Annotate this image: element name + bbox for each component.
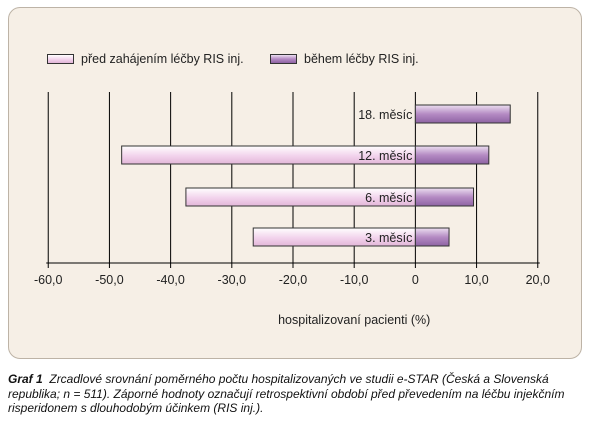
legend-item-before: před zahájením léčby RIS inj.: [47, 52, 244, 66]
x-tick-label-1: -50,0: [95, 273, 124, 287]
caption-text: Zrcadlové srovnání poměrného počtu hospi…: [8, 372, 565, 415]
x-tick-label-2: -40,0: [156, 273, 185, 287]
bar-during-0: [414, 104, 511, 124]
legend-swatch-during: [270, 54, 297, 64]
x-tick-label-4: -20,0: [279, 273, 308, 287]
legend-label-during: během léčby RIS inj.: [304, 52, 419, 66]
x-tick-label-0: -60,0: [34, 273, 63, 287]
legend-label-before: před zahájením léčby RIS inj.: [81, 52, 244, 66]
category-label-0: 18. měsíc: [358, 108, 412, 122]
x-tick-label-8: 20,0: [526, 273, 550, 287]
x-tick-label-6: 0: [412, 273, 419, 287]
x-axis-title: hospitalizovaní pacienti (%): [278, 313, 430, 327]
category-label-2: 6. měsíc: [365, 191, 412, 205]
category-label-1: 12. měsíc: [358, 149, 412, 163]
x-tick-label-7: 10,0: [464, 273, 488, 287]
x-tick-label-3: -30,0: [218, 273, 247, 287]
x-tick-label-5: -10,0: [340, 273, 369, 287]
category-label-3: 3. měsíc: [365, 231, 412, 245]
legend-item-during: během léčby RIS inj.: [270, 52, 419, 66]
caption-label: Graf 1: [8, 372, 43, 386]
bar-during-2: [414, 187, 475, 207]
bar-during-3: [414, 227, 450, 247]
bar-during-1: [414, 145, 490, 165]
bar-chart: -60,0 -50,0 -40,0 -30,0 -20,0 -10,0 0 10,0 20,0 h…: [34, 92, 550, 327]
figure-caption: Graf 1 Zrcadlové srovnání poměrného počt…: [8, 372, 583, 416]
chart-panel: [8, 7, 582, 359]
legend: před zahájením léčby RIS inj. během léčb…: [0, 52, 591, 72]
legend-swatch-before: [47, 54, 74, 64]
